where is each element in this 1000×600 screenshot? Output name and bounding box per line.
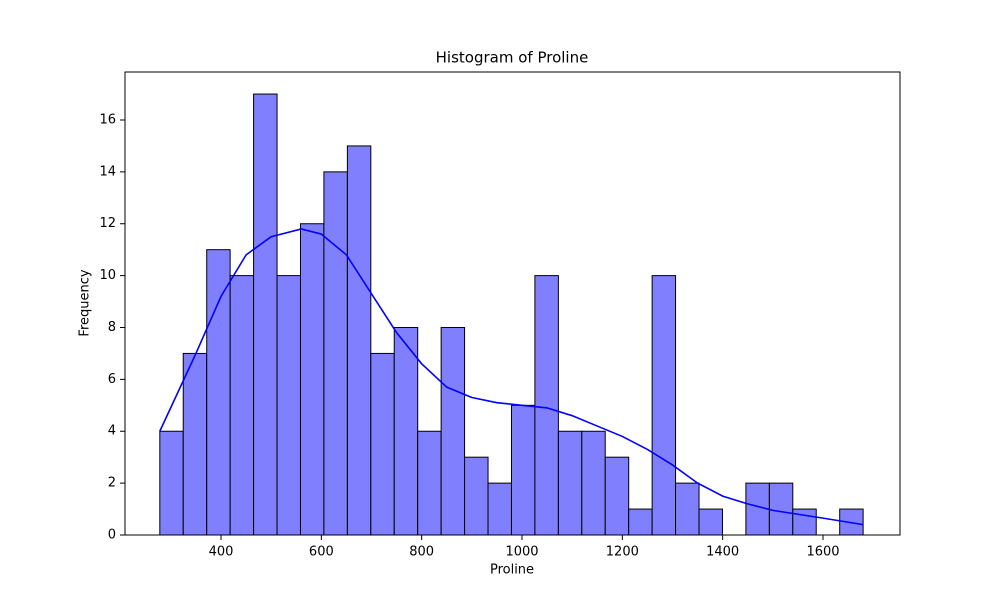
- bar: [768, 482, 794, 536]
- y-tick-label: 2: [108, 476, 116, 491]
- bar: [604, 456, 630, 536]
- bar: [464, 456, 489, 536]
- bar: [276, 275, 301, 536]
- bar: [323, 171, 348, 536]
- y-tick-label: 10: [99, 268, 116, 283]
- bar: [346, 145, 372, 536]
- bar: [675, 482, 700, 536]
- chart-title: Histogram of Proline: [436, 49, 589, 67]
- y-tick-label: 16: [99, 112, 116, 127]
- bar: [370, 352, 395, 536]
- y-tick-label: 12: [99, 216, 116, 231]
- x-tick-label: 1200: [606, 545, 639, 560]
- y-tick-label: 8: [108, 320, 116, 335]
- bar: [792, 508, 817, 536]
- y-tick-label: 4: [108, 424, 116, 439]
- y-tick-label: 0: [108, 528, 116, 543]
- x-tick-label: 400: [209, 545, 234, 560]
- x-tick-label: 1400: [706, 545, 739, 560]
- bar: [510, 404, 536, 536]
- bar: [557, 430, 583, 536]
- y-axis-label: Frequency: [78, 269, 93, 336]
- bar: [651, 275, 677, 536]
- bar: [299, 223, 325, 536]
- bar: [229, 275, 255, 536]
- bar: [206, 249, 231, 536]
- x-tick-label: 600: [309, 545, 334, 560]
- plot-frame: [124, 71, 901, 536]
- bar: [417, 430, 442, 536]
- x-axis-label: Proline: [490, 563, 534, 578]
- x-tick-label: 1000: [505, 545, 538, 560]
- bar: [182, 352, 208, 536]
- bar: [440, 326, 466, 536]
- bar: [253, 93, 278, 536]
- bar: [581, 430, 606, 536]
- y-tick-label: 6: [108, 372, 116, 387]
- y-tick-label: 14: [99, 164, 116, 179]
- bar: [534, 275, 559, 536]
- bar: [628, 508, 653, 536]
- bar: [159, 430, 184, 536]
- kde-line: [159, 228, 864, 526]
- bar: [487, 482, 512, 536]
- x-tick-label: 1600: [806, 545, 839, 560]
- x-tick-label: 800: [409, 545, 434, 560]
- bar: [698, 508, 723, 536]
- bar: [393, 326, 419, 536]
